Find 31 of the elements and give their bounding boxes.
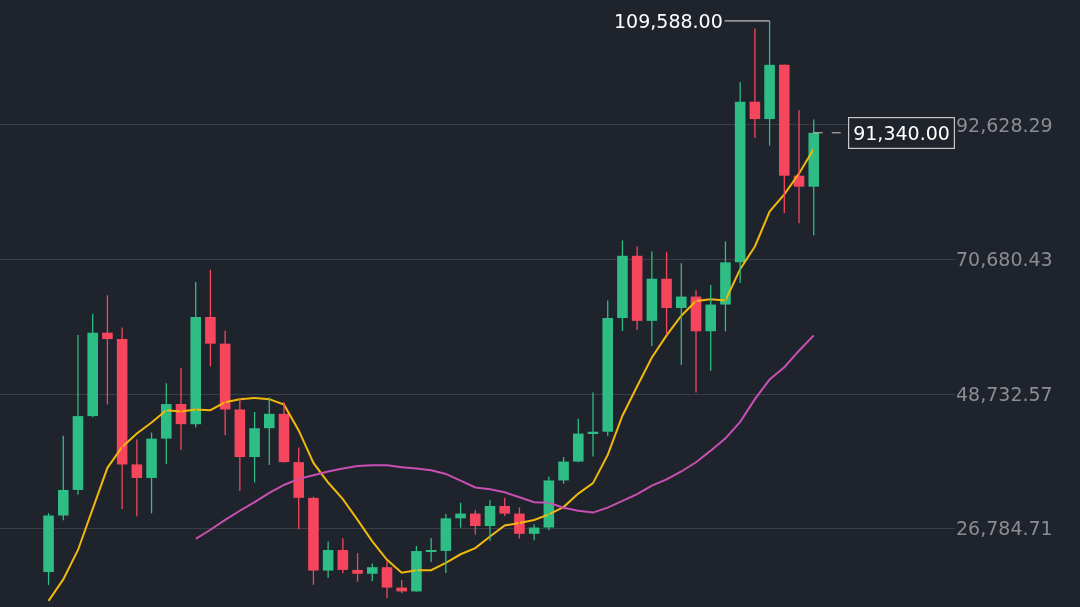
candlestick	[263, 396, 275, 466]
candlestick	[573, 418, 584, 463]
candlestick	[308, 496, 319, 586]
candlestick	[676, 262, 687, 366]
candlestick	[190, 281, 202, 429]
y-tick-label: 48,732.57	[956, 382, 1053, 405]
candlestick	[293, 446, 305, 530]
candlestick	[661, 251, 672, 336]
candlestick	[558, 456, 569, 485]
candlestick	[43, 512, 54, 586]
annotation: 109,588.00	[614, 10, 723, 32]
y-tick-label: 26,784.71	[956, 517, 1053, 540]
candlestick	[808, 118, 820, 236]
candlestick	[705, 284, 717, 372]
y-tick-label: 92,628.29	[956, 113, 1053, 136]
candlestick	[617, 239, 628, 332]
candlestick	[87, 313, 98, 418]
candlestick	[602, 299, 614, 437]
candlestick	[470, 509, 481, 536]
candlestick	[205, 269, 216, 367]
candlestick	[499, 497, 511, 517]
line-series	[47, 147, 815, 602]
ref-line-label: 91,340.00	[853, 122, 950, 145]
candlestick	[249, 411, 260, 484]
y-tick-label: 70,680.43	[956, 248, 1053, 271]
candlestick	[764, 20, 775, 147]
candlestick	[146, 431, 157, 514]
candlestick	[57, 434, 69, 522]
candlestick	[352, 552, 363, 583]
line-series	[194, 334, 815, 540]
candlestick	[779, 63, 790, 214]
